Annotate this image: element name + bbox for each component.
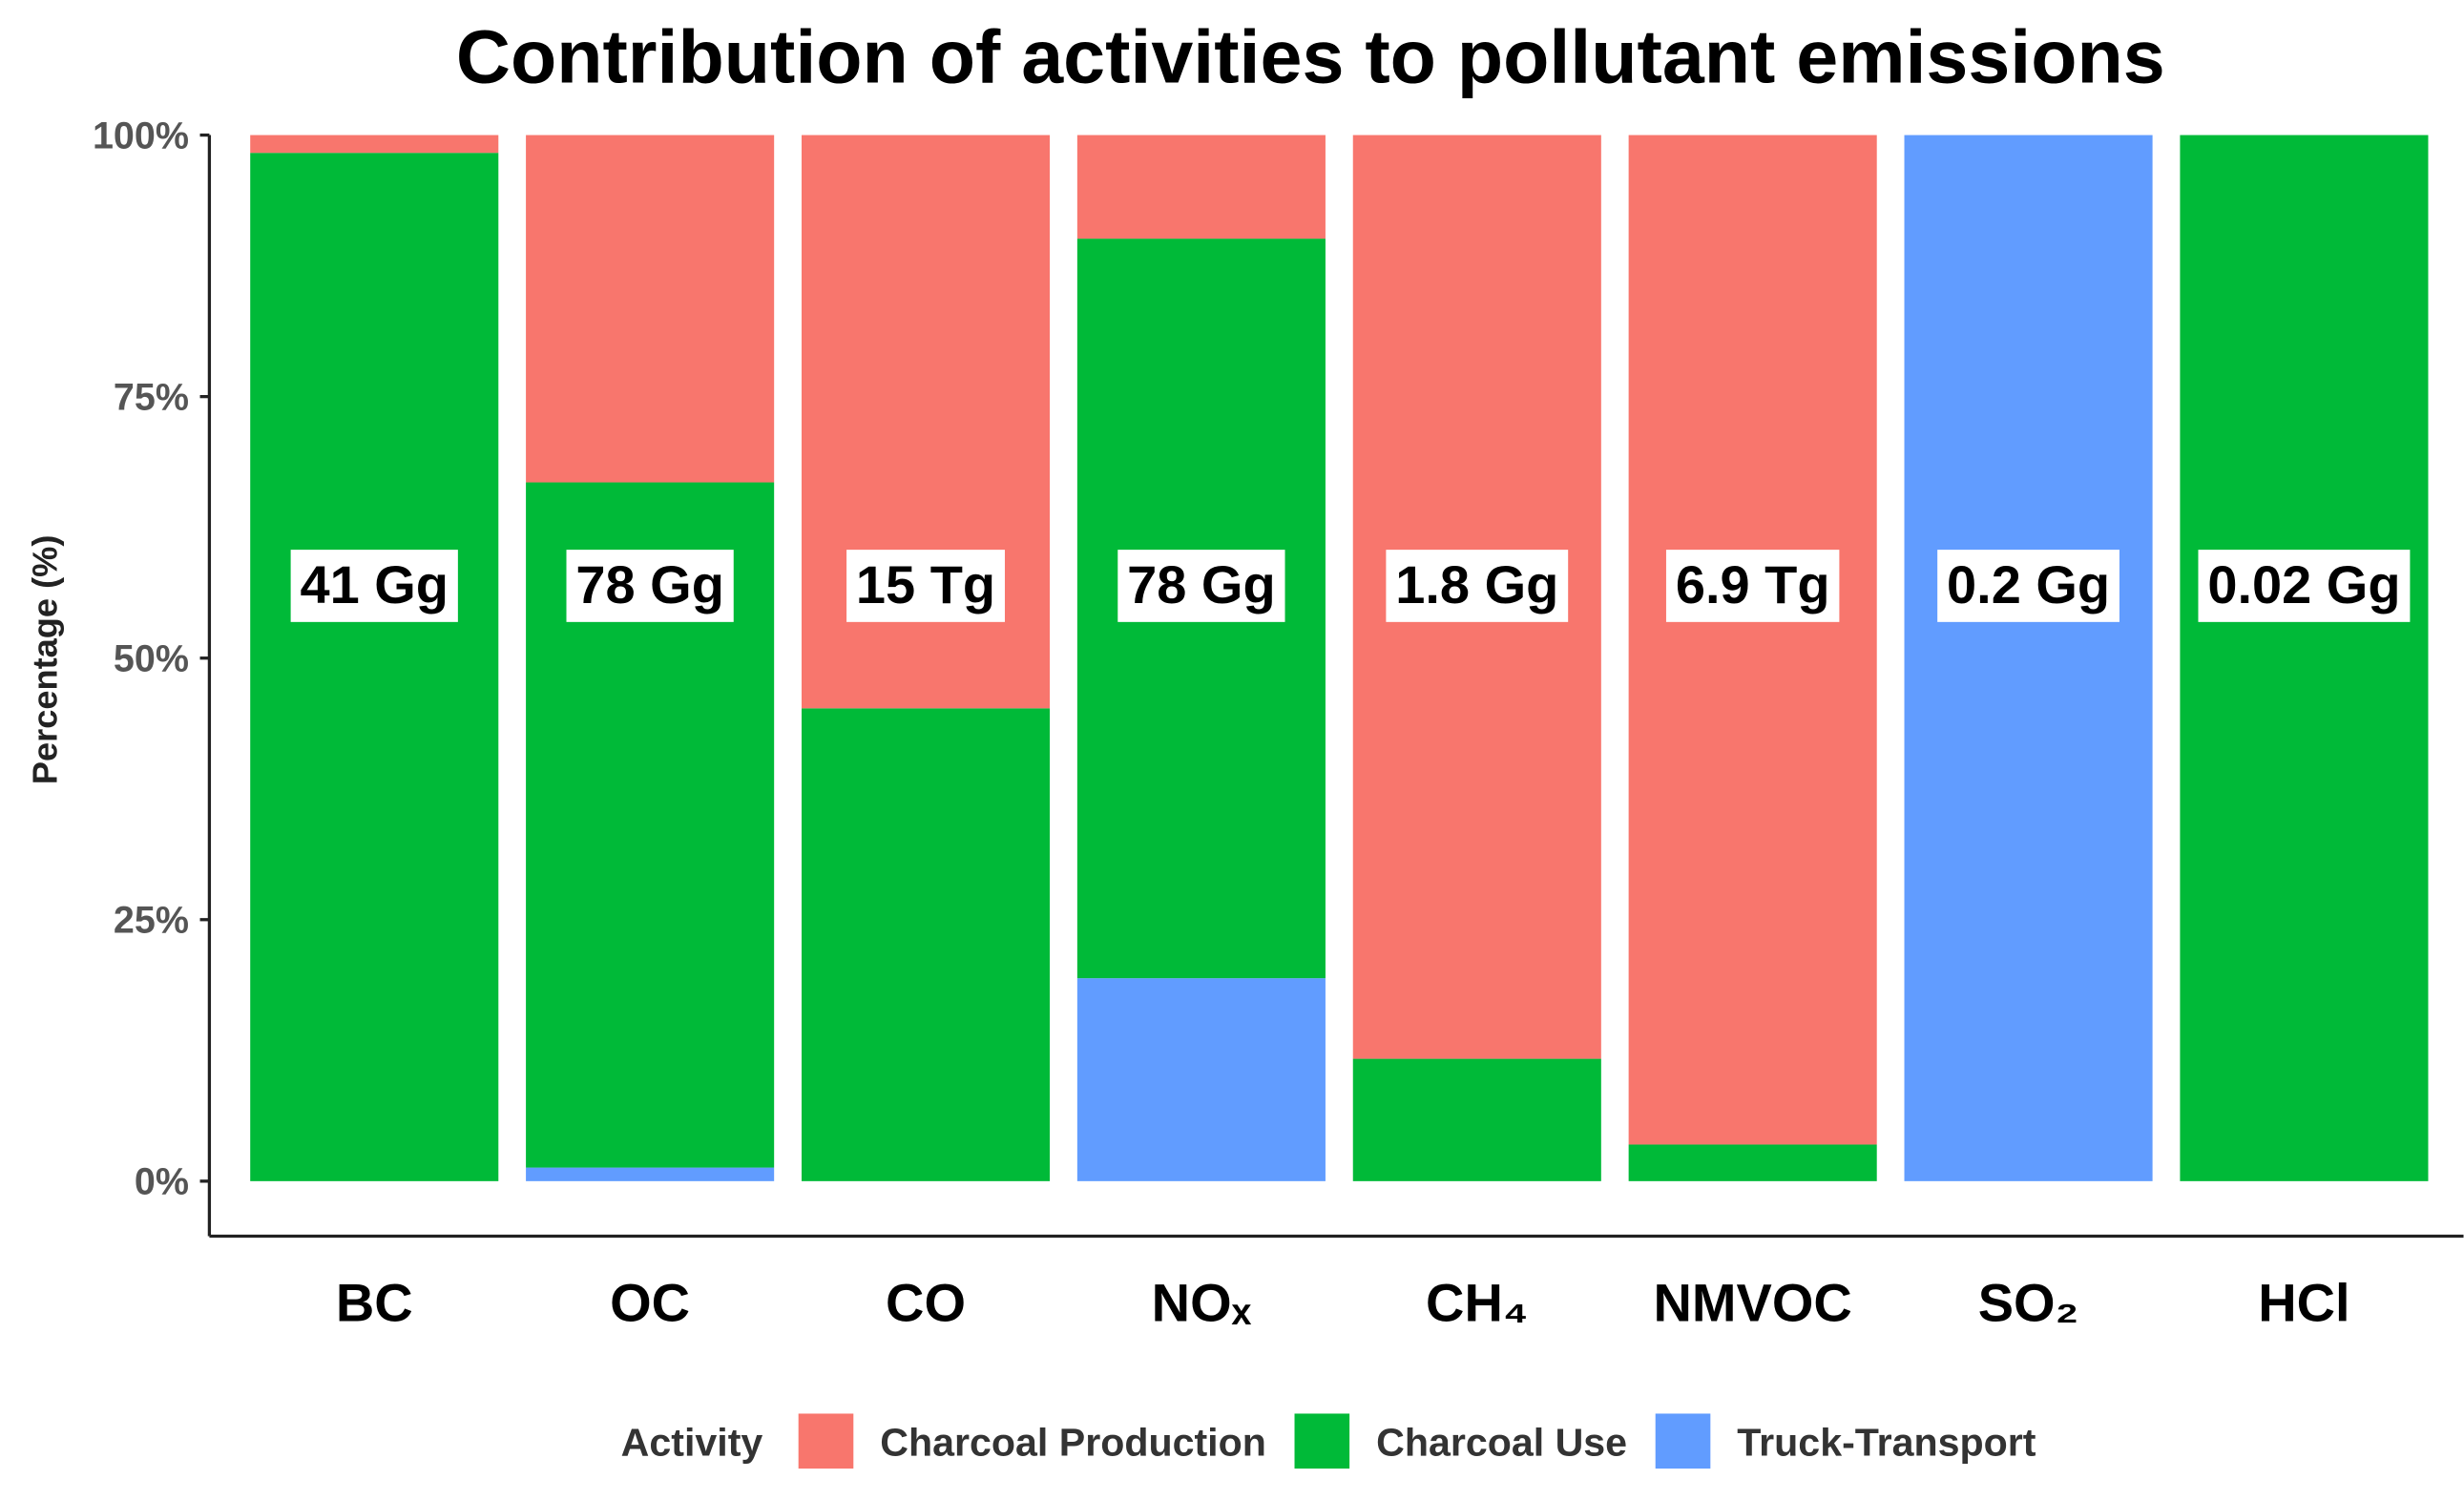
annotation: 1.8 Gg	[1395, 554, 1558, 615]
bar-segment	[1076, 978, 1326, 1181]
legend-swatch	[1294, 1413, 1350, 1469]
x-tick-label: NOₓ	[1152, 1272, 1252, 1332]
legend-swatch	[798, 1413, 854, 1469]
annotation: 6.9 Tg	[1676, 554, 1830, 615]
chart-title: Contribution of activities to pollutant …	[456, 14, 2165, 99]
y-tick-label: 75%	[114, 376, 189, 418]
x-tick-label: CH₄	[1426, 1272, 1528, 1332]
bar-segment	[2180, 135, 2429, 1181]
y-axis-label: Percentage (%)	[25, 535, 64, 785]
x-tick-label: NMVOC	[1654, 1272, 1852, 1332]
annotation-box	[1386, 550, 1569, 622]
x-tick-label: CO	[886, 1272, 966, 1332]
legend-title: Activity	[621, 1420, 763, 1464]
y-tick-label: 0%	[135, 1161, 189, 1203]
bar-segment	[1628, 1144, 1877, 1181]
annotation-box	[846, 550, 1005, 622]
annotation: 41 Gg	[301, 554, 449, 615]
x-tick-label: OC	[610, 1272, 690, 1332]
annotation-box	[566, 550, 734, 622]
bar-segment	[526, 1167, 775, 1181]
bar-segment	[526, 135, 775, 483]
bar-segment	[250, 135, 499, 154]
bar-segment	[801, 708, 1051, 1181]
annotation: 78 Gg	[1127, 554, 1275, 615]
bar-segment	[801, 135, 1051, 709]
bar-segment	[250, 153, 499, 1181]
bar-segment	[1352, 1058, 1601, 1181]
x-tick-label: SO₂	[1978, 1272, 2079, 1332]
annotation-box	[1937, 550, 2119, 622]
y-tick-label: 25%	[114, 900, 189, 942]
x-tick-label: HCl	[2258, 1272, 2349, 1332]
y-tick-label: 50%	[114, 637, 189, 679]
x-tick-label: BC	[336, 1272, 413, 1332]
legend-label: Truck-Transport	[1737, 1420, 2036, 1464]
annotation: 0.02 Gg	[2207, 554, 2400, 615]
annotation-box	[2198, 550, 2411, 622]
legend-swatch	[1655, 1413, 1711, 1469]
annotation: 0.2 Gg	[1947, 554, 2110, 615]
bar-segment	[1076, 135, 1326, 240]
annotation-box	[1117, 550, 1285, 622]
annotation-box	[290, 550, 458, 622]
y-tick-label: 100%	[93, 115, 189, 156]
annotation: 78 Gg	[575, 554, 723, 615]
annotation-box	[1665, 550, 1840, 622]
bar-segment	[1628, 135, 1877, 1145]
bar-segment	[1904, 135, 2153, 1181]
legend-label: Charcoal Production	[880, 1420, 1266, 1464]
legend-label: Charcoal Use	[1376, 1420, 1627, 1464]
annotation: 15 Tg	[856, 554, 995, 615]
